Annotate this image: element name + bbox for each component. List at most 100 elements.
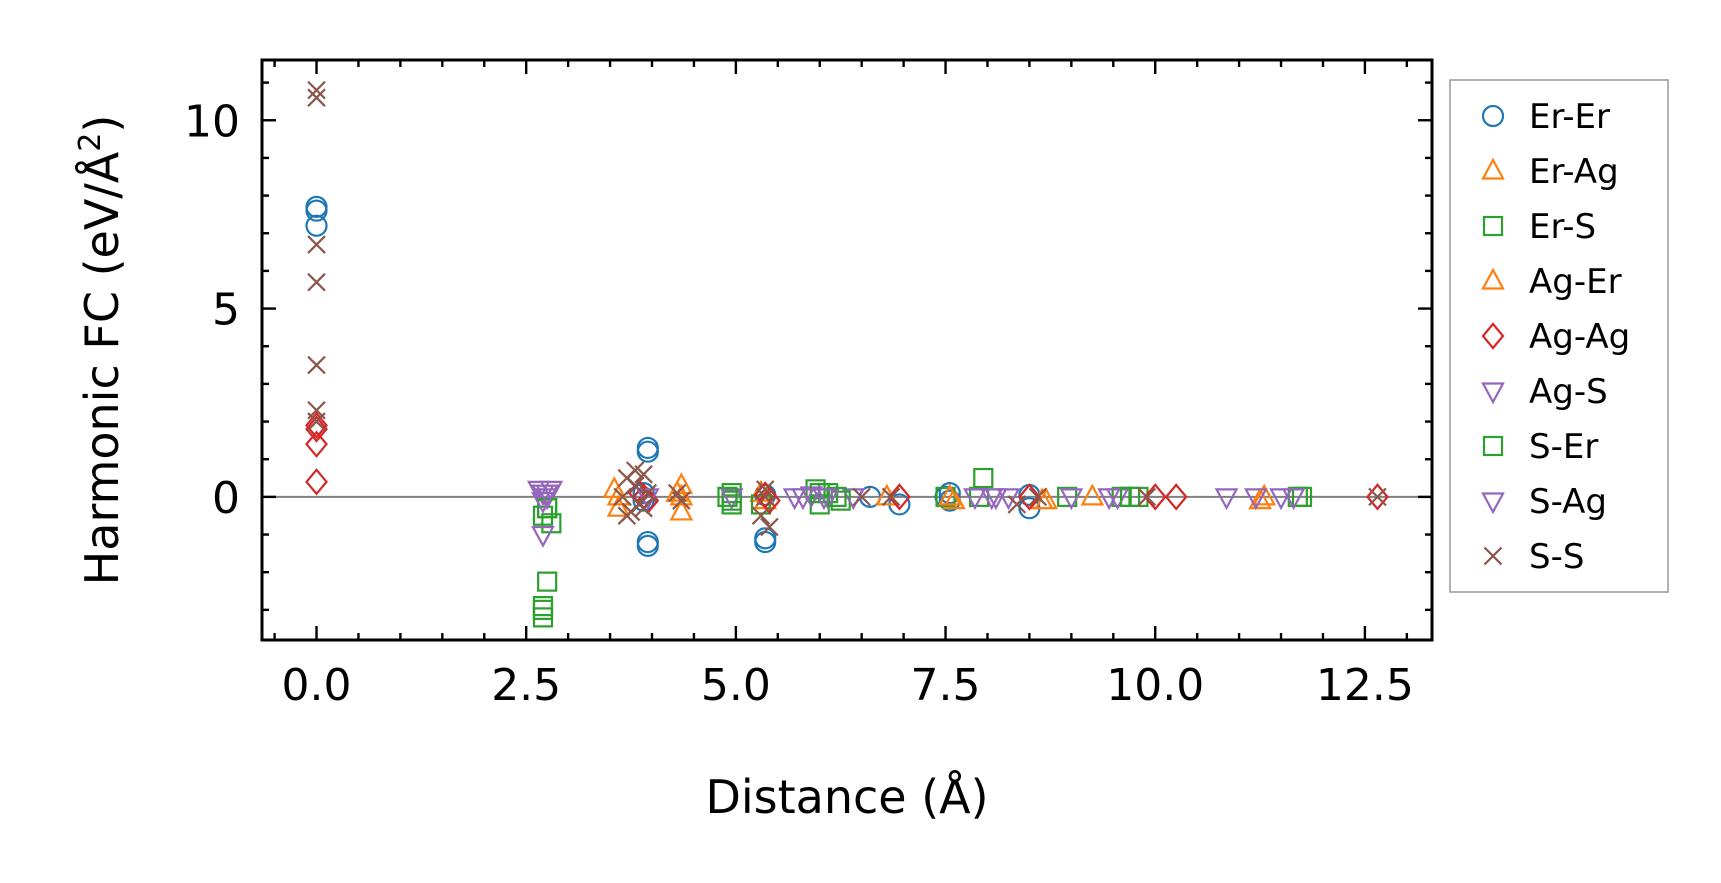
data-point: [1028, 487, 1048, 507]
data-point: [613, 487, 632, 507]
legend-item: Er-S: [1482, 207, 1596, 247]
legend-item: Er-Ag: [1481, 152, 1619, 192]
data-point: [1366, 483, 1389, 511]
data-point: [721, 494, 742, 515]
x-tick-label: 5.0: [701, 660, 771, 711]
y-axis-label-superscript: 2: [73, 133, 108, 152]
data-point: [669, 498, 694, 521]
data-point: [307, 355, 326, 375]
data-point: [1097, 488, 1121, 511]
data-point: [1080, 483, 1105, 506]
y-tick-label: 5: [212, 285, 240, 336]
x-tick-label: 10.0: [1106, 660, 1204, 711]
data-point: [826, 486, 847, 507]
x-tick-label: 0.0: [282, 660, 352, 711]
data-point: [852, 487, 871, 507]
legend-item: Ag-Er: [1481, 262, 1622, 302]
data-point: [791, 488, 815, 511]
legend-marker: [1482, 215, 1504, 237]
y-tick-label: 0: [212, 473, 240, 524]
axis-ticks: [262, 60, 1432, 640]
data-point: [938, 482, 961, 505]
data-point: [307, 88, 326, 107]
legend-box: [1449, 79, 1669, 593]
legend: Er-Er Er-Ag Er-S Ag-Er Ag-Ag Ag-S S-Er S-Ag S-S: [1449, 79, 1669, 593]
legend-label: Er-Er: [1529, 97, 1610, 137]
legend-item: Ag-Ag: [1481, 317, 1630, 357]
legend-item: Er-Er: [1481, 97, 1610, 137]
legend-item: Ag-S: [1481, 372, 1608, 412]
legend-label: Er-S: [1529, 207, 1596, 247]
y-axis-label-main: Harmonic FC (eV/Å: [75, 151, 129, 585]
data-point: [305, 199, 328, 222]
legend-marker: [1482, 435, 1504, 457]
data-point: [307, 272, 326, 292]
data-point: [1269, 488, 1293, 511]
legend-item: S-Er: [1482, 427, 1598, 467]
series-s-s: [307, 80, 1387, 537]
data-point: [531, 525, 555, 548]
data-point: [636, 534, 659, 557]
legend-marker: [1481, 322, 1505, 350]
legend-marker: [1481, 104, 1505, 128]
data-point: [1368, 487, 1387, 507]
data-point: [887, 483, 911, 511]
data-point: [812, 488, 836, 511]
data-point: [638, 483, 658, 503]
data-point: [634, 498, 653, 518]
data-point: [305, 430, 328, 458]
data-point: [537, 571, 558, 592]
data-point: [537, 498, 558, 519]
data-point: [606, 494, 631, 517]
data-point: [751, 506, 771, 525]
x-tick-labels: 0.0 2.5 5.0 7.5 10.0 12.5: [282, 660, 1414, 711]
data-point: [881, 487, 901, 507]
data-point: [1291, 486, 1313, 507]
data-point: [532, 596, 554, 617]
data-point: [632, 489, 655, 512]
legend-label: S-S: [1529, 537, 1584, 577]
data-point: [1007, 495, 1027, 514]
data-point: [1017, 483, 1041, 511]
data-point: [1244, 488, 1268, 511]
data-point: [307, 412, 326, 431]
legend-label: Ag-Ag: [1529, 317, 1630, 357]
data-point: [942, 487, 966, 510]
x-tick-label: 12.5: [1316, 660, 1414, 711]
data-point: [984, 488, 1008, 511]
data-point: [672, 491, 691, 510]
x-tick-label: 7.5: [911, 660, 981, 711]
data-point: [963, 488, 987, 511]
data-point: [750, 494, 772, 515]
data-point: [1137, 487, 1157, 507]
series-s-ag: [531, 484, 1306, 514]
legend-marker: [1481, 267, 1505, 290]
legend-item: S-S: [1483, 537, 1584, 577]
legend-marker: [1481, 157, 1505, 180]
legend-marker: [1483, 546, 1503, 566]
data-point: [617, 506, 637, 525]
data-point: [1281, 488, 1306, 511]
data-point: [625, 461, 645, 480]
data-point: [526, 480, 551, 503]
data-point: [636, 440, 659, 463]
data-point: [755, 487, 775, 507]
data-point: [305, 415, 328, 443]
x-axis-label: Distance (Å): [705, 770, 988, 824]
data-markers: [305, 80, 1389, 628]
legend-label: Er-Ag: [1529, 152, 1619, 192]
data-point: [307, 235, 326, 254]
data-point: [305, 411, 328, 440]
data-point: [1252, 483, 1277, 506]
data-point: [973, 467, 994, 489]
y-axis-label: Harmonic FC (eV/Å2): [73, 115, 129, 586]
data-point: [665, 479, 690, 502]
data-point: [1119, 486, 1141, 507]
data-point: [305, 468, 328, 496]
legend-label: Ag-Er: [1529, 262, 1622, 302]
data-point: [755, 480, 775, 499]
y-axis-label-close: ): [75, 115, 129, 133]
data-point: [717, 486, 738, 507]
legend-item: S-Ag: [1481, 482, 1607, 522]
